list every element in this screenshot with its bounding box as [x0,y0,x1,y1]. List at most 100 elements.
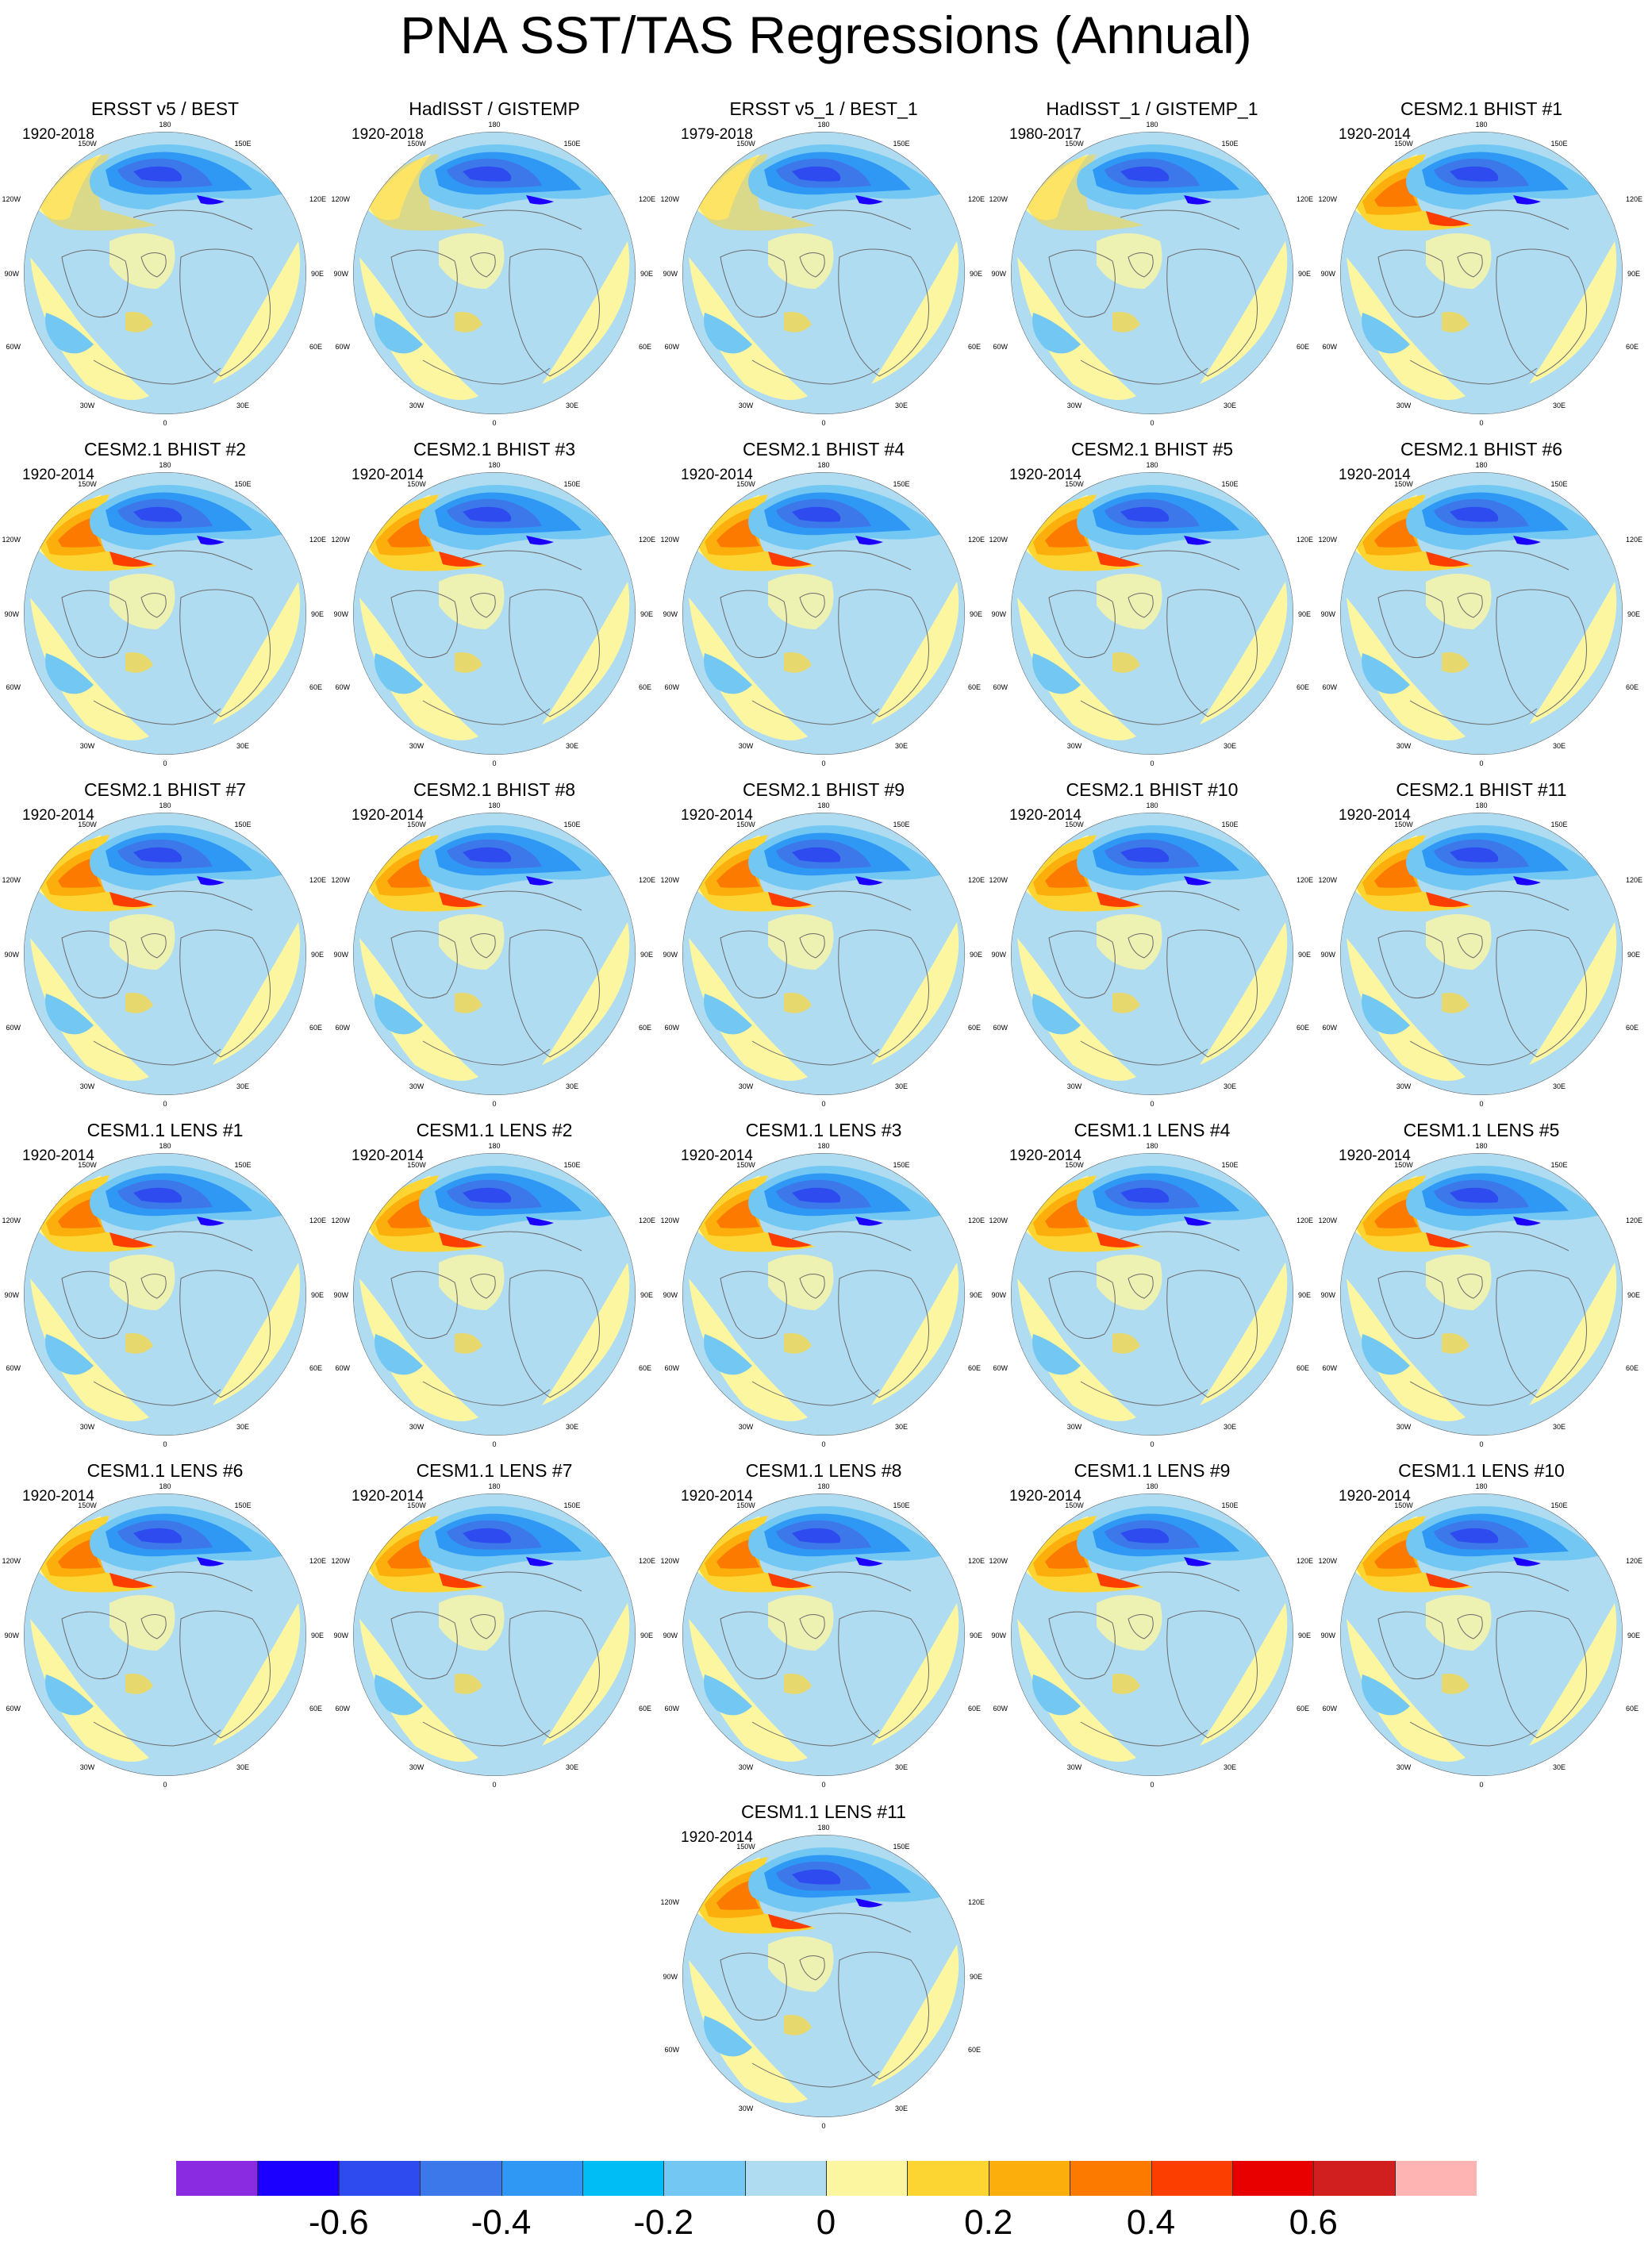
longitude-label: 150W [736,480,755,488]
panel-title: CESM1.1 LENS #8 [745,1460,902,1481]
longitude-label: 90E [640,951,653,959]
longitude-label: 120E [1297,195,1313,203]
panel-period: 1920-2014 [681,807,753,824]
longitude-label: 120W [660,876,679,884]
longitude-label: 0 [821,1440,825,1448]
colorbar-divider [1231,2161,1233,2196]
longitude-label: 60E [309,683,322,691]
longitude-label: 0 [821,419,825,427]
longitude-label: 150E [1221,1161,1238,1169]
longitude-label: 60W [664,1024,679,1032]
longitude-label: 0 [163,759,167,767]
map-panel: CESM1.1 LENS #7 180 150W 150E 120W 120E 90W 90E… [331,1460,655,1789]
longitude-label: 30W [1397,1082,1412,1090]
panel-title: CESM2.1 BHIST #9 [742,779,905,800]
longitude-label: 120E [968,876,985,884]
longitude-label: 150W [1065,1161,1084,1169]
colorbar-divider [1151,2161,1152,2196]
colorbar-cell [988,2161,1070,2196]
longitude-label: 120E [309,1217,326,1224]
colorbar-divider [501,2161,502,2196]
polar-map: 180 150W 150E 120W 120E 90W 90E 60W 60E 30W 30E 0 [2,461,326,767]
longitude-label: 150E [893,140,909,148]
map-panel: CESM1.1 LENS #10 180 150W 150E 120W 120E 90W 90… [1318,1460,1642,1789]
longitude-label: 120E [1626,1217,1642,1224]
longitude-label: 30E [895,402,908,409]
longitude-label: 120E [1626,876,1642,884]
longitude-label: 150W [407,140,426,148]
polar-map: 180 150W 150E 120W 120E 90W 90E 60W 60E 30W 30E 0 [1318,461,1642,767]
polar-map: 180 150W 150E 120W 120E 90W 90E 60W 60E 30W 30E 0 [660,121,985,427]
longitude-label: 120W [331,536,350,544]
longitude-label: 30W [1067,1423,1082,1431]
colorbar-divider [257,2161,259,2196]
polar-map: 180 150W 150E 120W 120E 90W 90E 60W 60E 30W 30E 0 [660,461,985,767]
map-panel: CESM2.1 BHIST #7 180 150W 150E 120W 120E 90W 90… [2,779,326,1108]
longitude-label: 180 [1475,1482,1487,1490]
longitude-label: 180 [159,802,171,809]
longitude-label: 90W [4,1291,19,1299]
longitude-label: 90W [663,1291,678,1299]
longitude-label: 150E [1550,1501,1567,1509]
longitude-label: 60W [993,1024,1008,1032]
longitude-label: 150E [234,140,251,148]
longitude-label: 120E [309,536,326,544]
longitude-label: 30E [566,742,578,750]
longitude-label: 90E [1627,1291,1640,1299]
longitude-label: 120W [989,876,1008,884]
longitude-label: 60E [1626,1024,1639,1032]
colorbar-cell [582,2161,664,2196]
longitude-label: 180 [1146,1482,1158,1490]
longitude-label: 60W [664,1705,679,1713]
longitude-label: 30W [739,402,754,409]
panel-title: CESM2.1 BHIST #10 [1066,779,1239,800]
polar-map: 180 150W 150E 120W 120E 90W 90E 60W 60E 30W 30E 0 [660,1482,985,1789]
longitude-label: 120W [331,876,350,884]
longitude-label: 90E [1627,610,1640,618]
longitude-label: 150E [563,480,580,488]
longitude-label: 60W [993,1364,1008,1372]
longitude-label: 60E [1626,683,1639,691]
longitude-label: 180 [488,461,500,469]
longitude-label: 90E [970,1632,982,1640]
polar-map: 180 150W 150E 120W 120E 90W 90E 60W 60E 30W 30E 0 [989,1482,1313,1789]
longitude-label: 90W [4,270,19,278]
longitude-label: 150E [234,1161,251,1169]
map-panel: ERSST v5_1 / BEST_1 180 150W 150E 120W 120E 90… [660,98,985,427]
longitude-label: 30W [1397,402,1412,409]
panel-period: 1920-2014 [352,467,424,483]
panel-title: CESM2.1 BHIST #8 [413,779,576,800]
longitude-label: 60E [309,1705,322,1713]
panel-title: CESM1.1 LENS #5 [1403,1120,1560,1140]
longitude-label: 120E [968,1557,985,1565]
longitude-label: 120E [1297,1217,1313,1224]
panel-title: CESM1.1 LENS #3 [745,1120,902,1140]
polar-map: 180 150W 150E 120W 120E 90W 90E 60W 60E 30W 30E 0 [989,121,1313,427]
longitude-label: 60E [639,343,651,351]
longitude-label: 150W [1065,1501,1084,1509]
longitude-label: 180 [488,1142,500,1150]
longitude-label: 60E [309,1364,322,1372]
longitude-label: 150W [736,1161,755,1169]
colorbar-cell [257,2161,340,2196]
longitude-label: 150E [1550,1161,1567,1169]
longitude-label: 30W [1067,1763,1082,1771]
longitude-label: 60E [1297,1024,1309,1032]
longitude-label: 60W [335,683,350,691]
longitude-label: 0 [163,1440,167,1448]
longitude-label: 90E [970,1973,982,1981]
longitude-label: 30W [409,402,425,409]
colorbar-cell [1231,2161,1314,2196]
longitude-label: 120W [2,1217,21,1224]
panel-period: 1920-2014 [681,1829,753,1846]
panel-period: 1920-2014 [1009,467,1081,483]
map-panel: CESM2.1 BHIST #10 180 150W 150E 120W 120E 90W 9… [989,779,1313,1108]
polar-map: 180 150W 150E 120W 120E 90W 90E 60W 60E 30W 30E 0 [660,1142,985,1448]
longitude-label: 150W [407,480,426,488]
longitude-label: 180 [488,121,500,129]
longitude-label: 120E [1626,195,1642,203]
longitude-label: 60W [1322,1364,1337,1372]
panel-period: 1920-2014 [1009,807,1081,824]
longitude-label: 90W [333,951,348,959]
colorbar-tick-label: 0.4 [1126,2203,1176,2242]
